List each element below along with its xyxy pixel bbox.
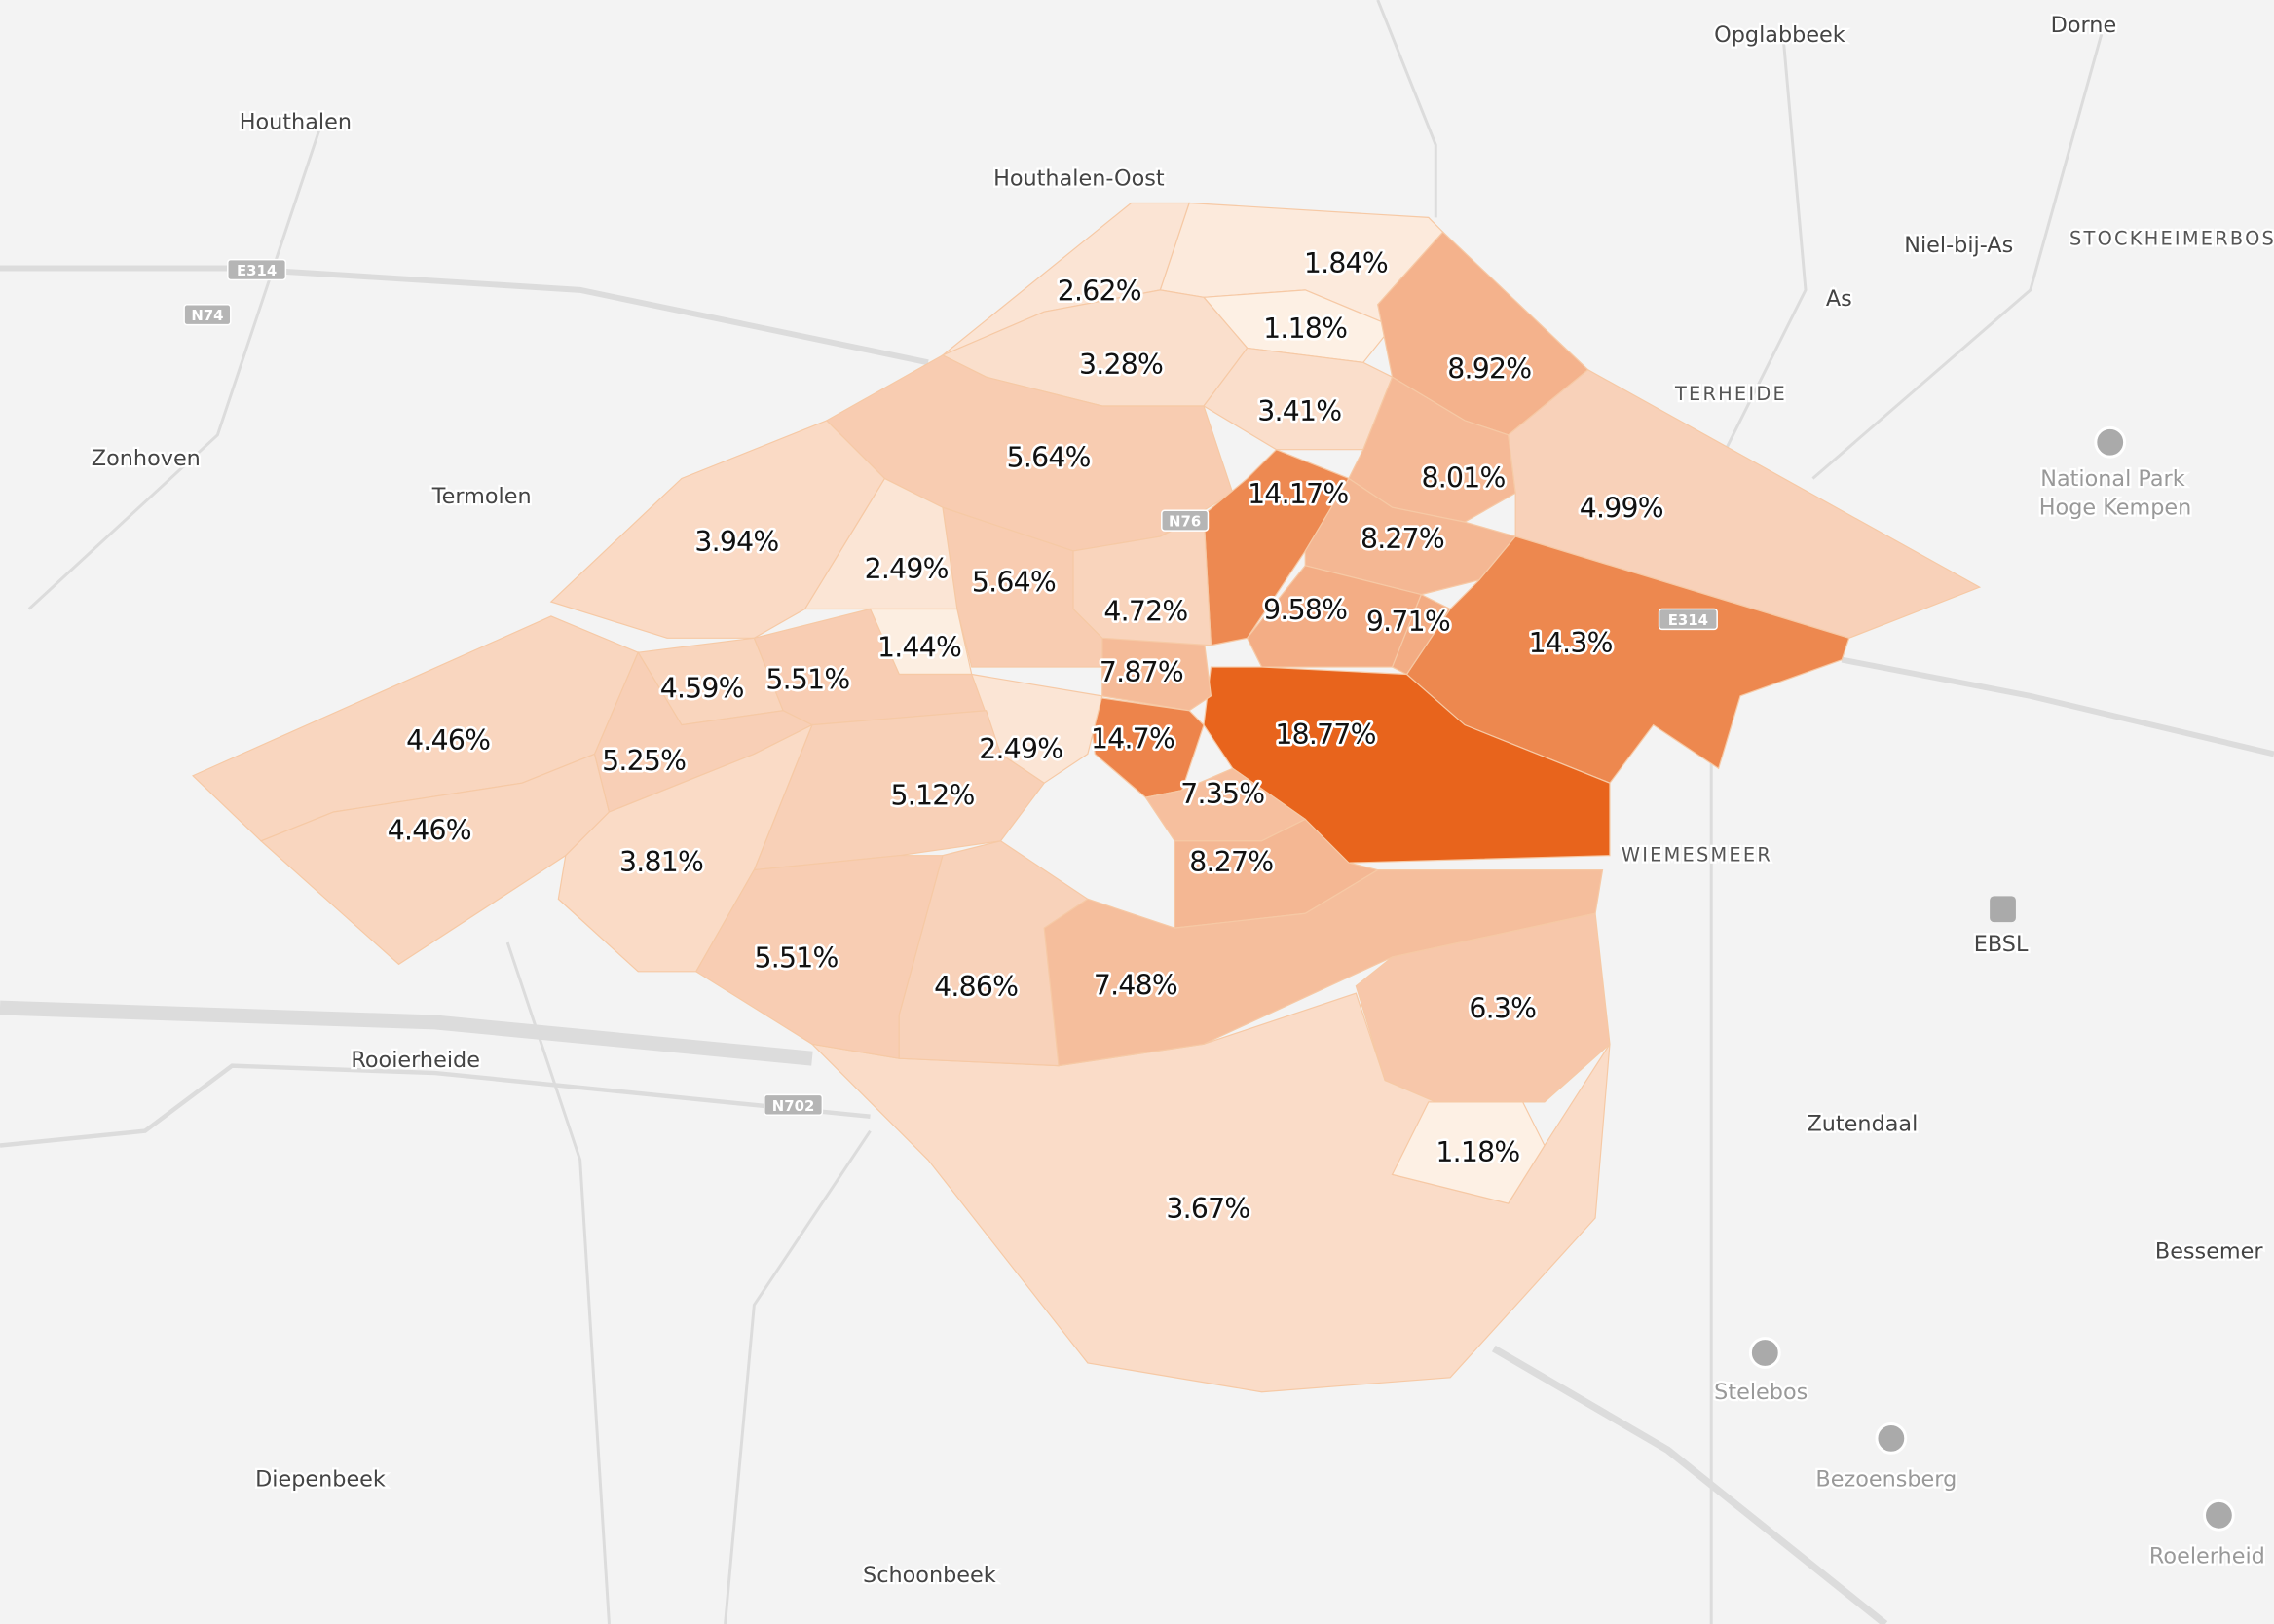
region-value-label: 14.17% <box>1248 478 1348 510</box>
place-label: Schoonbeek <box>863 1563 996 1588</box>
region-value-label: 8.27% <box>1361 523 1444 555</box>
park-tree-icon <box>2203 1498 2235 1532</box>
region-value-label: 7.35% <box>1180 778 1264 810</box>
region-polygon[interactable] <box>1246 565 1423 668</box>
region-value-label: 5.12% <box>890 780 974 812</box>
region-value-label: 4.46% <box>406 724 490 757</box>
svg-text:E314: E314 <box>237 262 277 279</box>
region-value-label: 1.18% <box>1435 1136 1519 1168</box>
region-value-label: 1.44% <box>877 632 961 664</box>
place-label: Opglabbeek <box>1714 22 1845 48</box>
svg-text:E314: E314 <box>1668 611 1708 629</box>
svg-text:N702: N702 <box>772 1097 814 1115</box>
region-value-label: 7.87% <box>1100 656 1183 688</box>
place-label: EBSL <box>1974 932 2029 957</box>
region-value-label: 4.59% <box>660 672 744 704</box>
region-value-label: 5.25% <box>602 745 686 777</box>
road-shield: E314 <box>1658 608 1718 631</box>
region-value-label: 8.92% <box>1447 353 1531 386</box>
region-polygon[interactable] <box>1203 666 1611 864</box>
place-label: WIEMESMEER <box>1622 844 1772 867</box>
region-value-label: 5.64% <box>972 567 1056 599</box>
region-value-label: 9.71% <box>1366 606 1450 638</box>
place-label: Rooierheide <box>351 1048 480 1073</box>
place-label: Dorne <box>2051 13 2117 38</box>
region-value-label: 1.84% <box>1304 247 1388 279</box>
region-value-label: 4.99% <box>1580 493 1663 525</box>
place-label-layer: Opglabbeek Dorne Houthalen Houthalen-Oost Ni… <box>90 11 2274 1591</box>
svg-text:N74: N74 <box>191 307 223 324</box>
region-value-label: 4.72% <box>1103 595 1187 627</box>
road-shield: N74 <box>183 304 232 326</box>
road-shield: E314 <box>227 258 287 281</box>
region-value-label: 3.81% <box>619 846 703 878</box>
place-label: As <box>1826 286 1852 312</box>
region-value-label: 6.3% <box>1469 992 1536 1024</box>
region-value-label: 14.3% <box>1529 627 1613 659</box>
region-value-label: 1.18% <box>1263 313 1347 345</box>
svg-text:N76: N76 <box>1169 513 1201 531</box>
region-value-label: 14.7% <box>1091 722 1174 755</box>
region-value-label: 4.46% <box>388 814 471 846</box>
place-label: Zonhoven <box>92 446 201 471</box>
region-value-label: 18.77% <box>1275 719 1375 751</box>
place-label: Diepenbeek <box>255 1467 386 1493</box>
road-shield-layer: E314 N74 N76 E314 N702 <box>183 258 1718 1117</box>
airport-icon <box>1990 896 2016 923</box>
place-label: Houthalen-Oost <box>993 166 1165 192</box>
region-layer <box>192 202 1982 1393</box>
region-value-label: 3.67% <box>1166 1193 1249 1225</box>
place-label: Niel-bij-As <box>1904 233 2013 258</box>
place-label: National Park <box>2040 466 2184 492</box>
place-label: TERHEIDE <box>1674 383 1787 405</box>
region-value-label: 9.58% <box>1263 594 1347 626</box>
place-label: Bezoensberg <box>1815 1467 1957 1493</box>
park-tree-icon <box>1748 1337 1781 1369</box>
region-value-label: 5.64% <box>1007 442 1091 474</box>
place-label: Zutendaal <box>1807 1112 1918 1137</box>
region-value-label: 5.51% <box>765 663 849 695</box>
place-label: Bessemer <box>2155 1239 2264 1265</box>
region-polygon[interactable] <box>1405 535 1850 784</box>
region-value-label: 8.27% <box>1189 846 1273 878</box>
region-value-label: 2.49% <box>865 553 949 585</box>
park-tree-icon <box>2094 425 2127 459</box>
place-label: Roelerheid <box>2149 1543 2265 1569</box>
place-label: Stelebos <box>1714 1380 1808 1405</box>
region-value-label: 3.94% <box>694 526 778 558</box>
region-value-label: 5.51% <box>754 941 838 974</box>
region-value-label: 3.28% <box>1079 349 1163 381</box>
place-label: Hoge Kempen <box>2039 496 2192 521</box>
region-label-layer: 3.67% 1.84% 2.62% 1.18% 3.28% 3.41% 8.92% 5.64%… <box>385 244 1666 1227</box>
region-value-label: 4.86% <box>934 971 1018 1003</box>
region-value-label: 2.62% <box>1058 275 1141 307</box>
region-value-label: 7.48% <box>1094 970 1177 1002</box>
region-polygon[interactable] <box>549 420 886 639</box>
road-shield: N76 <box>1161 509 1210 532</box>
place-label: Termolen <box>431 484 532 509</box>
place-label: Houthalen <box>240 110 352 135</box>
place-label: STOCKHEIMERBOSC <box>2069 228 2274 250</box>
park-tree-icon <box>1875 1421 1908 1455</box>
region-polygon[interactable] <box>1391 1101 1546 1204</box>
region-value-label: 8.01% <box>1421 461 1505 494</box>
region-value-label: 3.41% <box>1257 395 1341 427</box>
region-value-label: 2.49% <box>979 733 1062 765</box>
road-shield: N702 <box>764 1093 824 1117</box>
